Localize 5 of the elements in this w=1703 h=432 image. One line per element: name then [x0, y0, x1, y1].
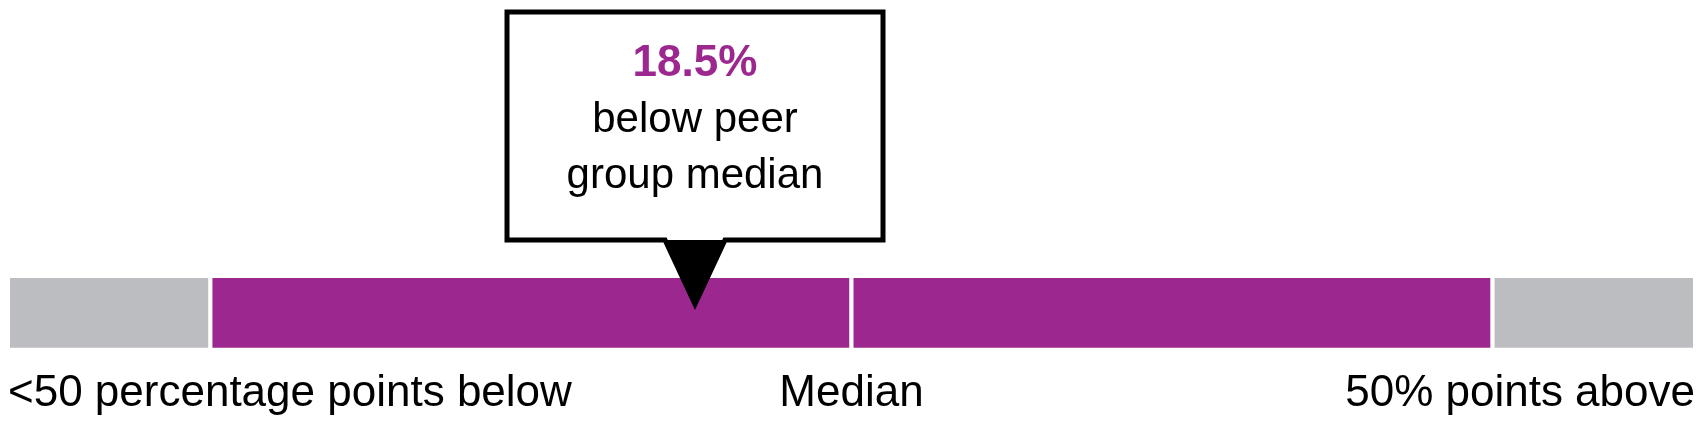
- text: Median: [779, 366, 924, 416]
- text: 18.5%: [632, 36, 758, 85]
- text: <50 percentage points below: [8, 366, 572, 416]
- text: below peer group median: [566, 94, 824, 197]
- text: 50% points above: [1345, 366, 1695, 416]
